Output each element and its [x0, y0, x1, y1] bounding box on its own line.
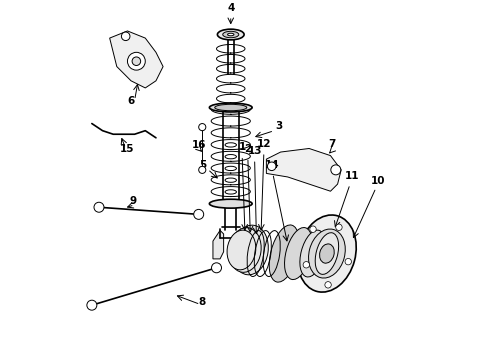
Polygon shape	[110, 31, 163, 88]
Text: 2: 2	[244, 144, 251, 154]
Text: 7: 7	[329, 139, 336, 149]
Polygon shape	[267, 148, 341, 191]
Circle shape	[303, 262, 310, 268]
Ellipse shape	[209, 199, 252, 208]
Ellipse shape	[319, 244, 334, 263]
Circle shape	[199, 166, 206, 174]
Text: 10: 10	[371, 176, 386, 186]
Circle shape	[132, 57, 141, 66]
Text: 5: 5	[199, 160, 207, 170]
Circle shape	[310, 226, 316, 233]
Ellipse shape	[297, 215, 356, 292]
Circle shape	[127, 52, 145, 70]
Circle shape	[268, 162, 276, 171]
Ellipse shape	[218, 29, 244, 40]
Text: 9: 9	[129, 196, 136, 206]
Circle shape	[194, 210, 204, 219]
Circle shape	[331, 165, 341, 175]
Circle shape	[199, 123, 206, 131]
Ellipse shape	[269, 225, 299, 282]
Circle shape	[325, 282, 331, 288]
Ellipse shape	[285, 228, 312, 280]
Text: 8: 8	[198, 297, 206, 307]
Text: 16: 16	[192, 140, 206, 150]
Polygon shape	[213, 230, 223, 259]
Ellipse shape	[309, 229, 345, 278]
Text: 1: 1	[239, 142, 246, 152]
Text: 3: 3	[275, 121, 282, 131]
Ellipse shape	[227, 230, 256, 270]
Text: 6: 6	[127, 96, 135, 106]
Text: 15: 15	[120, 144, 135, 154]
Text: 14: 14	[265, 160, 279, 170]
Circle shape	[122, 32, 130, 41]
Circle shape	[94, 202, 104, 212]
Text: 13: 13	[247, 146, 262, 156]
Ellipse shape	[229, 228, 261, 272]
Ellipse shape	[227, 33, 234, 36]
Circle shape	[345, 258, 351, 265]
Circle shape	[336, 224, 342, 230]
Ellipse shape	[223, 31, 239, 38]
Circle shape	[212, 263, 221, 273]
Ellipse shape	[215, 104, 247, 111]
Ellipse shape	[209, 103, 252, 112]
Circle shape	[87, 300, 97, 310]
Ellipse shape	[300, 230, 325, 277]
Text: 4: 4	[227, 3, 234, 13]
Ellipse shape	[232, 225, 269, 275]
Text: 12: 12	[257, 139, 271, 149]
Text: 11: 11	[344, 171, 359, 181]
Ellipse shape	[315, 233, 339, 274]
